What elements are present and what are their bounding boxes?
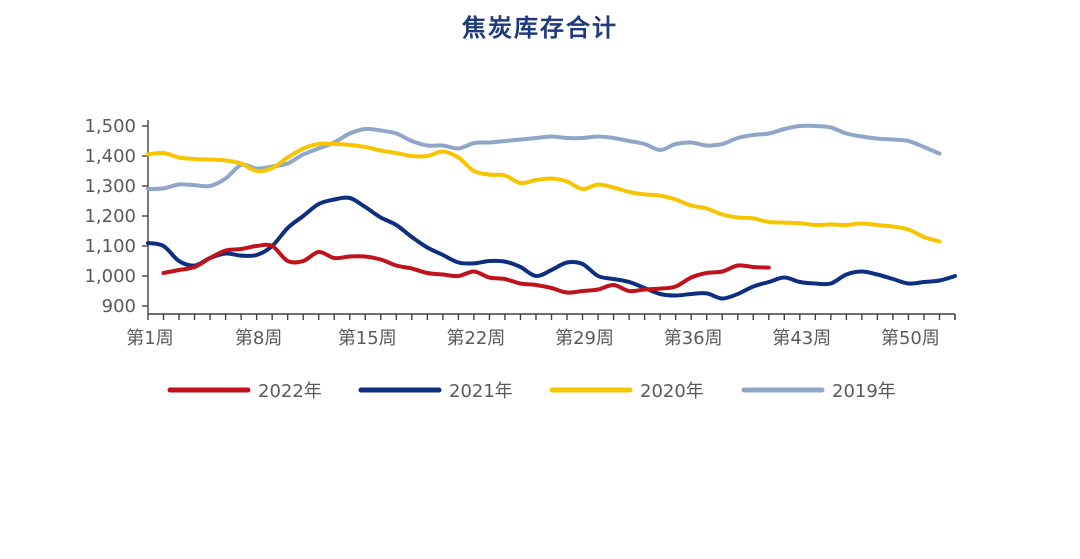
- y-tick-label: 1,000: [84, 266, 136, 287]
- legend-label: 2022年: [258, 381, 322, 402]
- series-line-2020年: [146, 141, 942, 244]
- chart-series: [146, 123, 957, 301]
- legend-label: 2019年: [832, 381, 896, 402]
- x-tick-label: 第29周: [555, 328, 614, 349]
- x-tick-label: 第1周: [126, 328, 173, 349]
- x-tick-label: 第22周: [446, 328, 505, 349]
- y-tick-label: 1,400: [84, 146, 136, 167]
- x-tick-label: 第8周: [235, 328, 282, 349]
- legend-label: 2021年: [449, 381, 513, 402]
- x-tick-label: 第15周: [338, 328, 397, 349]
- y-tick-label: 1,500: [84, 116, 136, 137]
- y-tick-label: 1,300: [84, 176, 136, 197]
- series-line-2021年: [146, 195, 957, 301]
- series-line-2022年: [161, 242, 771, 295]
- x-tick-label: 第36周: [664, 328, 723, 349]
- y-tick-label: 1,200: [84, 206, 136, 227]
- chart-title: 焦炭库存合计: [462, 13, 618, 42]
- y-tick-label: 1,100: [84, 236, 136, 257]
- chart-legend: 2022年 2021年 2020年 2019年: [167, 381, 896, 402]
- x-tick-label: 第43周: [772, 328, 831, 349]
- x-tick-label: 第50周: [881, 328, 940, 349]
- y-tick-label: 900: [102, 296, 136, 317]
- legend-label: 2020年: [640, 381, 704, 402]
- chart-axes: 1,500 1,400 1,300 1,200 1,100 1,000 900 第1周 第8周 第…: [84, 116, 956, 349]
